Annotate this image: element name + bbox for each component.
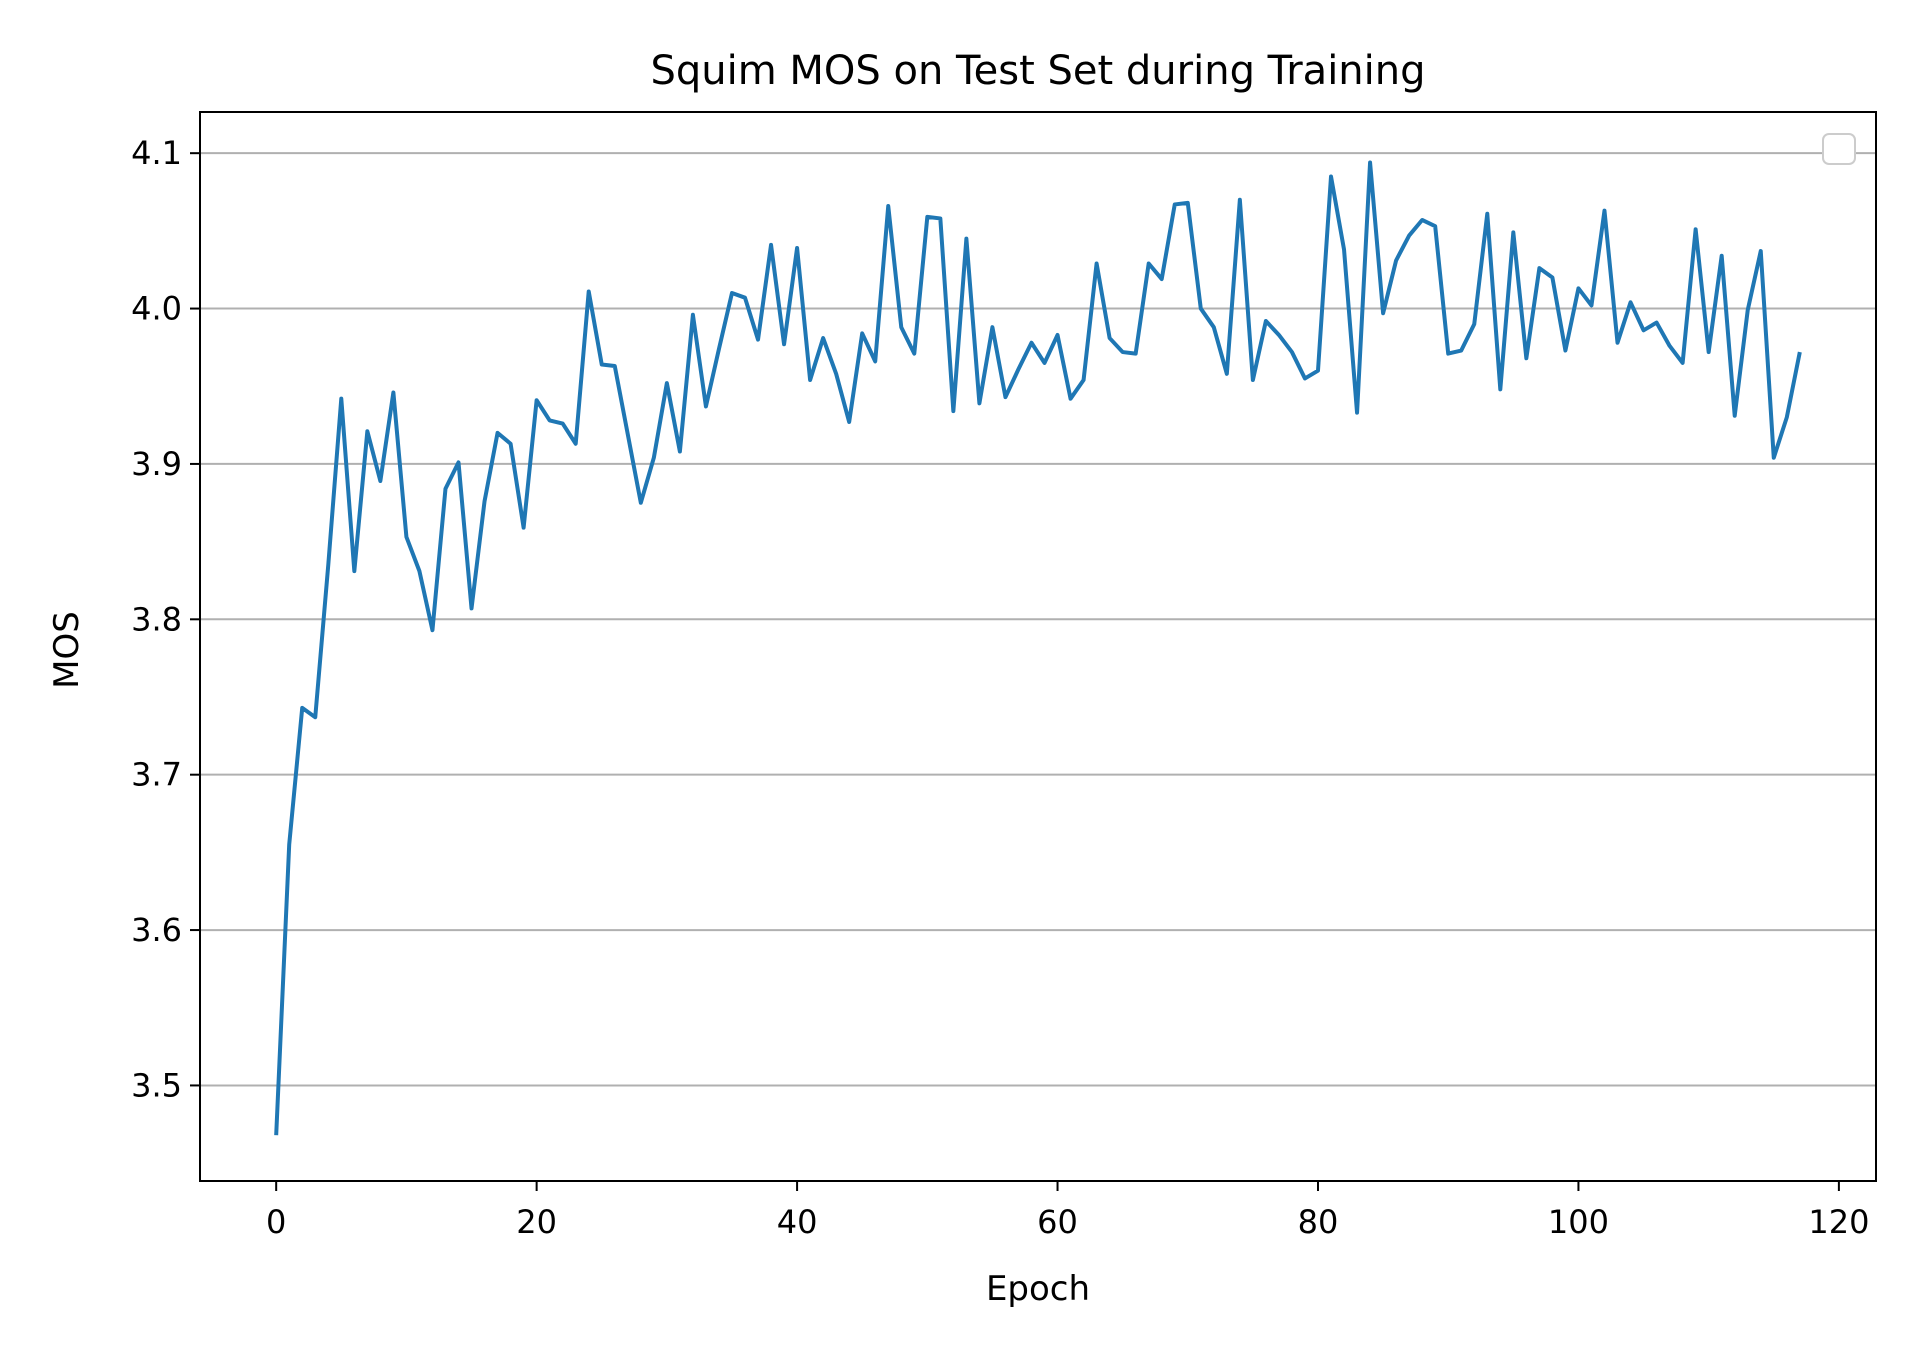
y-tick-label: 4.1	[131, 134, 182, 172]
x-tick-label: 100	[1548, 1203, 1609, 1241]
y-tick-label: 4.0	[131, 290, 182, 328]
series-layer	[274, 160, 1802, 1136]
x-axis-title: Epoch	[986, 1269, 1090, 1309]
series-line	[274, 160, 1802, 1136]
x-tick-label: 80	[1298, 1203, 1339, 1241]
x-tick-label: 0	[266, 1203, 286, 1241]
x-axis-ticks: 0 20 40 60 80 100 120	[266, 1181, 1869, 1241]
y-axis-ticks: 3.5 3.6 3.7 3.8 3.9 4.0 4.1	[131, 134, 200, 1104]
y-tick-label: 3.5	[131, 1066, 182, 1104]
plot-frame	[199, 111, 1877, 1182]
y-tick-label: 3.8	[131, 600, 182, 638]
legend-box	[1822, 133, 1856, 165]
x-tick-label: 40	[777, 1203, 818, 1241]
y-axis-title: MOS	[47, 611, 87, 689]
chart-title: Squim MOS on Test Set during Training	[650, 48, 1425, 94]
y-tick-label: 3.9	[131, 445, 182, 483]
y-tick-label: 3.6	[131, 911, 182, 949]
grid-lines	[200, 152, 1876, 1087]
x-tick-label: 120	[1808, 1203, 1869, 1241]
y-tick-label: 3.7	[131, 756, 182, 794]
x-tick-label: 20	[516, 1203, 557, 1241]
x-tick-label: 60	[1037, 1203, 1078, 1241]
